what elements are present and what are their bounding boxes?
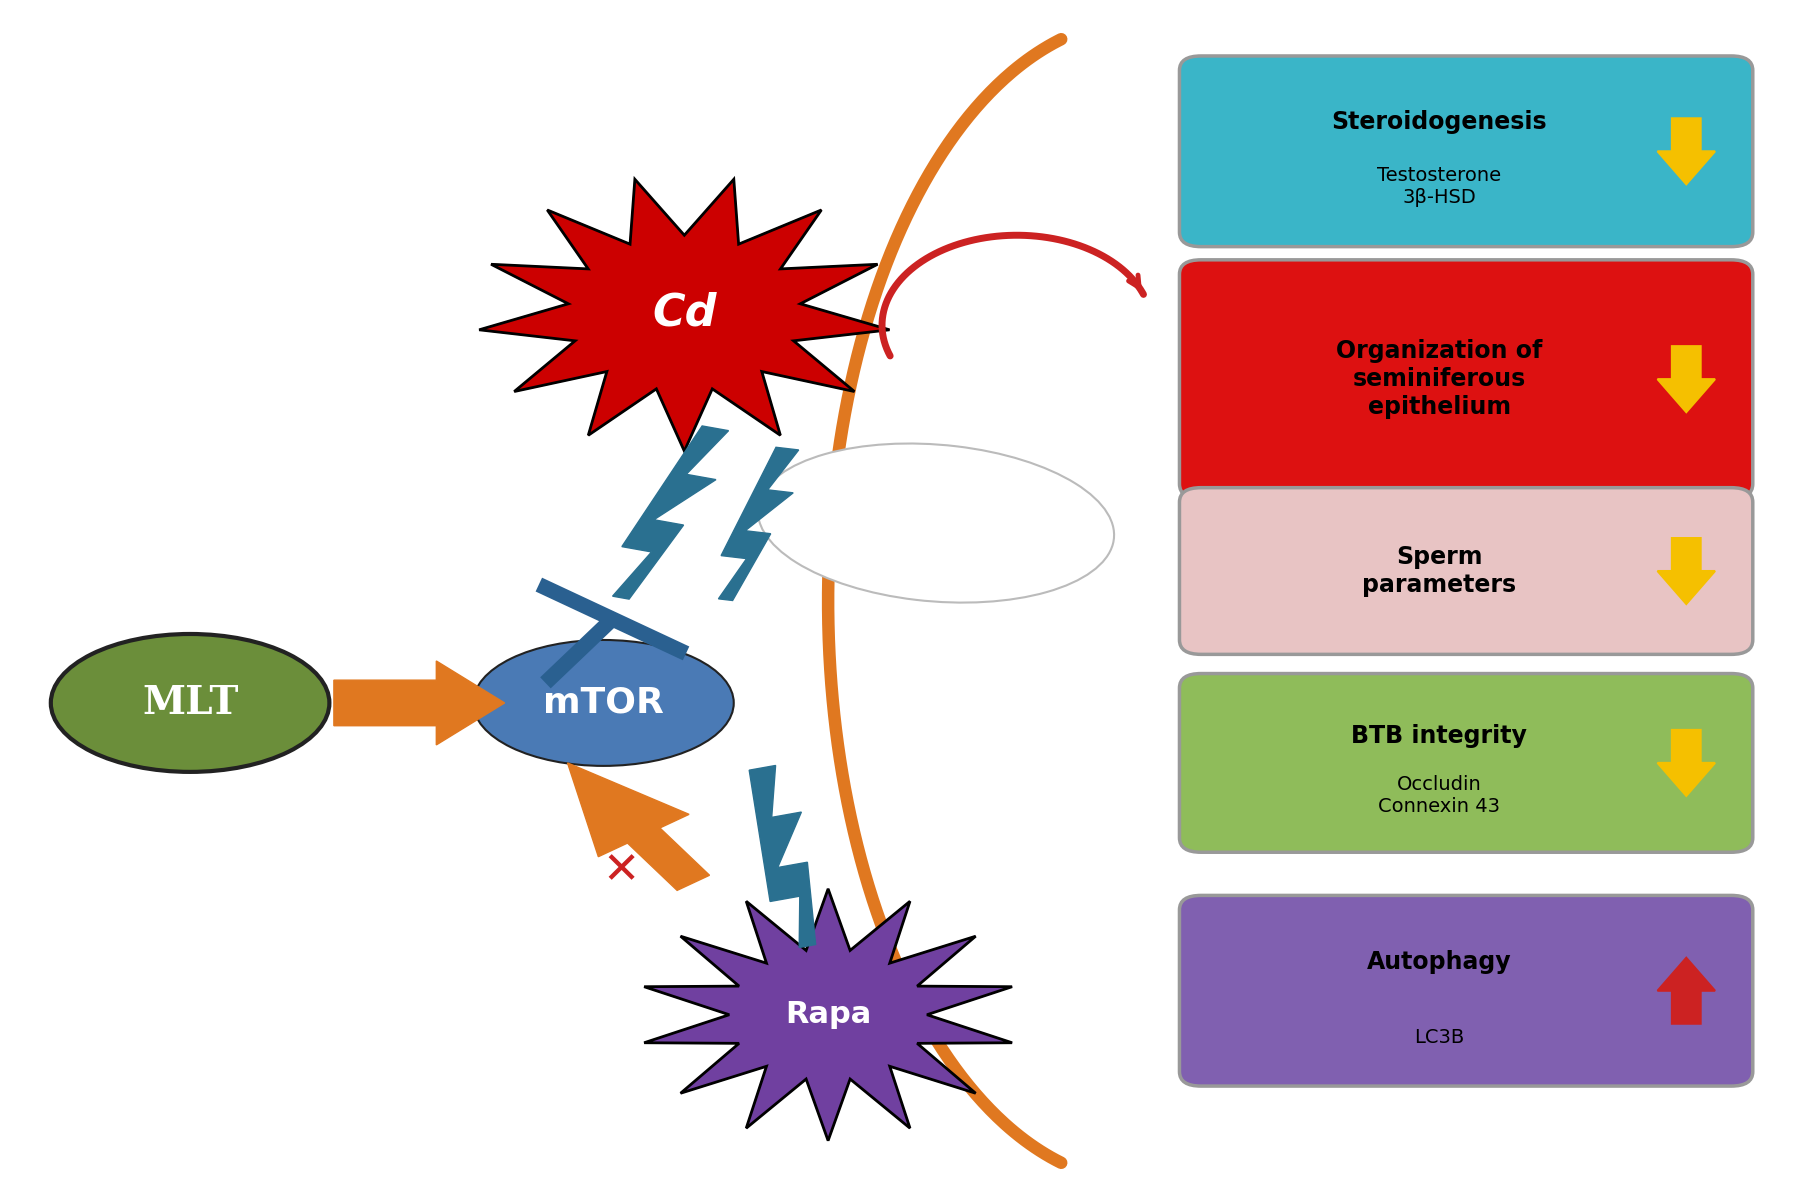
Text: mTOR: mTOR [544,686,664,720]
Text: Rapa: Rapa [785,1000,871,1029]
Polygon shape [1658,958,1715,1024]
Text: Occludin
Connexin 43: Occludin Connexin 43 [1379,775,1499,816]
Polygon shape [333,661,504,745]
Text: Cd: Cd [652,292,716,334]
Polygon shape [749,766,815,947]
Text: Autophagy: Autophagy [1366,950,1512,974]
Text: MLT: MLT [142,684,238,722]
FancyBboxPatch shape [1179,895,1753,1087]
Polygon shape [718,447,799,601]
Text: Testosterone
3β-HSD: Testosterone 3β-HSD [1377,166,1501,208]
Text: Organization of
seminiferous
epithelium: Organization of seminiferous epithelium [1336,339,1543,419]
Polygon shape [1658,346,1715,412]
Polygon shape [1658,118,1715,184]
Ellipse shape [50,633,329,772]
Polygon shape [1658,730,1715,796]
Text: Sperm
parameters: Sperm parameters [1363,546,1516,597]
FancyBboxPatch shape [1179,488,1753,654]
FancyBboxPatch shape [1179,673,1753,852]
Polygon shape [567,763,709,891]
Text: ✕: ✕ [603,850,641,892]
Polygon shape [612,426,729,599]
Ellipse shape [758,444,1114,602]
FancyBboxPatch shape [1179,260,1753,499]
Text: LC3B: LC3B [1415,1006,1463,1047]
Text: Steroidogenesis: Steroidogenesis [1332,111,1546,135]
Polygon shape [644,888,1012,1141]
Polygon shape [479,179,889,451]
Polygon shape [1658,538,1715,603]
Text: BTB integrity: BTB integrity [1352,724,1526,748]
Ellipse shape [473,639,734,766]
FancyBboxPatch shape [1179,56,1753,246]
